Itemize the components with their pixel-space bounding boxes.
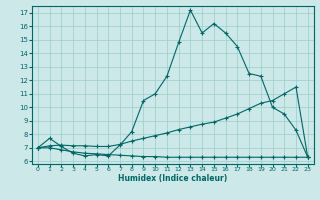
X-axis label: Humidex (Indice chaleur): Humidex (Indice chaleur) <box>118 174 228 183</box>
